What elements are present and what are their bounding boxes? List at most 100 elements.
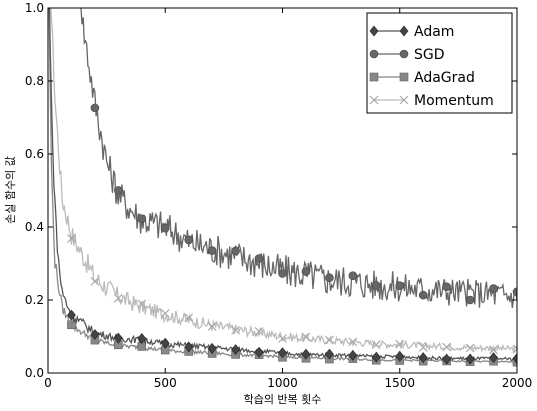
series-adam [48, 8, 517, 365]
series-momentum [50, 8, 517, 355]
x-tick-label: 1500 [384, 376, 415, 390]
point-momentum [278, 334, 287, 343]
point-sgd [254, 254, 264, 263]
point-momentum [90, 276, 100, 286]
point-adam [231, 344, 240, 356]
point-adam [512, 353, 517, 365]
legend-marker [399, 72, 409, 82]
legend-marker [369, 72, 379, 82]
x-axis-label: 학습의 반복 횟수 [244, 393, 322, 406]
point-sgd [137, 214, 147, 223]
point-sgd [231, 246, 240, 256]
point-momentum [67, 234, 76, 243]
point-adagrad [67, 320, 76, 330]
legend-marker [399, 25, 409, 37]
y-tick-label: 0.4 [25, 220, 44, 234]
point-sgd [371, 281, 381, 290]
legend-marker [369, 95, 379, 105]
point-adam [254, 346, 264, 358]
point-adam [301, 348, 311, 360]
point-momentum [160, 308, 170, 318]
series-layer [48, 8, 517, 367]
point-momentum [207, 322, 217, 331]
x-tick-label: 1000 [267, 376, 298, 390]
y-axis-label: 손실 함수의 값 [4, 156, 17, 224]
point-sgd [395, 281, 405, 290]
point-sgd [348, 271, 358, 281]
y-tick-label: 1.0 [25, 1, 44, 15]
legend-item-adam: Adam [369, 24, 454, 40]
x-tick-label: 2000 [502, 376, 533, 390]
y-tick-label: 0.8 [25, 74, 44, 88]
point-momentum [512, 344, 517, 354]
point-adam [184, 341, 194, 353]
point-sgd [442, 282, 451, 292]
point-adam [137, 333, 147, 344]
point-adam [348, 349, 358, 361]
legend-marker [399, 95, 409, 105]
point-momentum [231, 325, 241, 335]
point-sgd [160, 223, 170, 233]
point-momentum [254, 327, 264, 336]
legend-marker [369, 25, 379, 37]
point-sgd [301, 267, 311, 276]
legend-marker [369, 49, 379, 59]
point-adam [90, 329, 100, 341]
point-momentum [395, 339, 405, 349]
legend-label: AdaGrad [414, 70, 475, 86]
point-adam [113, 332, 123, 344]
x-tick-label: 0 [44, 376, 52, 390]
point-momentum [137, 299, 147, 309]
point-momentum [348, 337, 358, 347]
point-momentum [301, 332, 311, 342]
legend-item-adagrad: AdaGrad [369, 70, 475, 86]
point-sgd [90, 103, 100, 113]
point-momentum [489, 345, 498, 355]
point-sgd [114, 186, 123, 195]
legend-marker [399, 49, 409, 59]
y-tick-label: 0.2 [25, 293, 44, 307]
legend: Adam SGD AdaGrad Momentum [366, 12, 513, 114]
y-tick-label: 0.0 [25, 366, 44, 380]
point-adam [418, 352, 428, 364]
series-sgd [80, 8, 517, 309]
legend-box [366, 12, 513, 114]
x-tick-label: 500 [154, 376, 177, 390]
point-momentum [184, 313, 194, 323]
point-momentum [418, 343, 428, 352]
legend-label: Adam [414, 24, 454, 40]
y-tick-label: 0.6 [25, 147, 44, 161]
point-adam [160, 337, 170, 349]
point-sgd [207, 246, 217, 255]
legend-label: Momentum [414, 93, 494, 109]
point-sgd [489, 284, 498, 293]
point-adam [465, 353, 475, 365]
point-adam [371, 351, 381, 363]
point-momentum [371, 340, 381, 350]
point-adam [395, 350, 405, 362]
series-line-momentum [50, 8, 517, 355]
point-adam [442, 353, 452, 365]
series-line-sgd [80, 8, 517, 309]
point-sgd [465, 295, 475, 305]
point-adam [278, 347, 287, 359]
point-momentum [442, 342, 452, 352]
point-adam [325, 348, 334, 360]
point-sgd [278, 269, 287, 278]
point-momentum [465, 343, 475, 353]
point-adam [207, 343, 217, 354]
point-momentum [113, 293, 123, 303]
legend-item-momentum: Momentum [369, 93, 494, 109]
point-adagrad [512, 357, 517, 367]
point-momentum [324, 335, 334, 345]
point-sgd [325, 273, 334, 282]
legend-item-sgd: SGD [369, 47, 445, 63]
point-sgd [418, 290, 428, 300]
point-sgd [512, 287, 517, 297]
point-sgd [184, 235, 193, 245]
legend-label: SGD [414, 47, 445, 63]
point-adam [67, 309, 76, 321]
point-adam [489, 352, 498, 364]
ticks-layer: 0 500 1000 1500 2000 0.0 0.2 0.4 0.6 0.8 1.0 [25, 1, 532, 390]
